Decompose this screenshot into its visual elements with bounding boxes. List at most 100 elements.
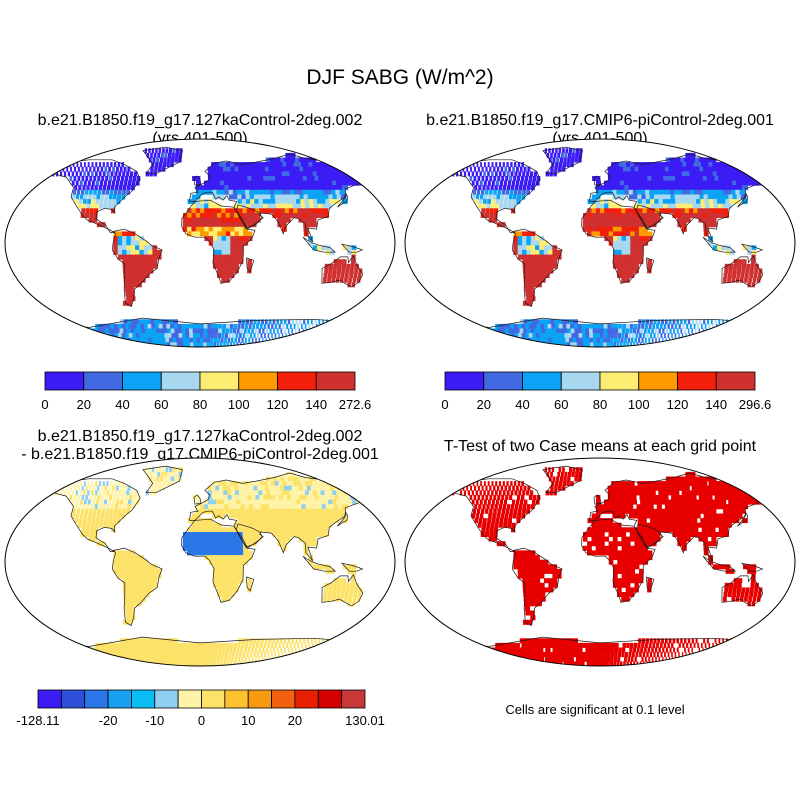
grid-cell <box>301 162 308 168</box>
grid-cell <box>674 323 678 329</box>
grid-cell <box>187 226 192 232</box>
grid-cell <box>504 485 508 491</box>
grid-cell <box>732 513 739 519</box>
grid-cell <box>346 481 354 487</box>
grid-cell <box>241 642 245 648</box>
grid-cell <box>226 323 230 329</box>
grid-cell <box>305 504 312 510</box>
grid-cell <box>219 176 225 181</box>
grid-cell <box>716 490 723 496</box>
grid-cell <box>258 490 264 496</box>
grid-cell <box>106 656 115 662</box>
grid-cell <box>280 180 286 186</box>
grid-cell <box>490 185 494 191</box>
grid-cell <box>85 508 89 514</box>
grid-cell <box>89 485 92 491</box>
grid-cell <box>310 485 318 491</box>
grid-cell <box>175 333 180 339</box>
grid-cell <box>760 485 768 491</box>
grid-cell <box>191 522 197 528</box>
grid-cell <box>461 162 463 168</box>
grid-cell <box>676 485 683 491</box>
grid-cell <box>733 504 740 510</box>
grid-cell <box>682 508 688 514</box>
grid-cell <box>279 661 280 666</box>
grid-cell <box>144 467 147 473</box>
grid-cell <box>694 176 701 181</box>
grid-cell <box>229 194 234 200</box>
grid-cell <box>327 508 333 514</box>
grid-cell <box>127 661 134 666</box>
grid-cell <box>734 495 741 500</box>
grid-cell <box>239 333 242 339</box>
grid-cell <box>502 504 506 510</box>
grid-cell <box>317 564 322 570</box>
grid-cell <box>308 490 315 496</box>
grid-cell <box>687 194 693 200</box>
grid-cell <box>558 166 562 172</box>
grid-cell <box>98 203 103 209</box>
grid-cell <box>745 485 752 491</box>
grid-cell <box>300 180 306 186</box>
grid-cell <box>619 176 625 181</box>
grid-cell <box>649 508 655 514</box>
grid-cell <box>216 522 222 528</box>
coastline-north-america <box>37 159 141 233</box>
grid-cell <box>217 652 222 658</box>
grid-cell <box>693 171 700 177</box>
grid-cell <box>457 328 466 334</box>
grid-cell <box>471 513 476 519</box>
grid-cell <box>287 328 290 334</box>
grid-cell <box>338 162 346 168</box>
grid-cell <box>352 499 359 505</box>
grid-cell <box>676 208 682 214</box>
grid-cell <box>352 277 357 283</box>
grid-cell <box>450 481 452 487</box>
grid-cell <box>298 532 304 537</box>
grid-cell <box>152 328 158 334</box>
grid-cell <box>701 162 708 168</box>
grid-cell <box>238 550 244 556</box>
grid-cell <box>234 545 240 551</box>
grid-cell <box>267 527 273 533</box>
grid-cell <box>217 268 222 274</box>
grid-cell <box>69 656 78 662</box>
grid-cell <box>751 333 754 339</box>
grid-cell <box>627 176 633 181</box>
grid-cell <box>296 499 302 505</box>
grid-cell <box>297 185 303 191</box>
grid-cell <box>650 208 656 214</box>
grid-cell <box>701 342 704 347</box>
grid-cell <box>650 199 656 205</box>
grid-cell <box>127 596 133 602</box>
grid-cell <box>221 647 226 653</box>
grid-cell <box>742 337 746 343</box>
grid-cell <box>675 522 681 528</box>
grid-cell <box>195 518 201 524</box>
grid-cell <box>211 166 216 172</box>
grid-cell <box>510 337 518 343</box>
grid-cell <box>241 199 247 205</box>
grid-cell <box>302 536 308 542</box>
grid-cell <box>712 323 714 329</box>
grid-cell <box>217 273 222 278</box>
grid-cell <box>484 194 488 200</box>
grid-cell <box>283 495 289 500</box>
grid-cell <box>156 249 162 255</box>
grid-cell <box>693 504 699 510</box>
grid-cell <box>215 481 220 487</box>
grid-cell <box>79 337 88 343</box>
grid-cell <box>455 337 465 343</box>
grid-cell <box>234 541 240 547</box>
grid-cell <box>90 203 95 209</box>
grid-cell <box>207 642 212 648</box>
grid-cell <box>158 481 163 487</box>
grid-cell <box>697 481 704 487</box>
grid-cell <box>493 166 496 172</box>
grid-cell <box>691 328 693 334</box>
grid-cell <box>102 162 105 168</box>
grid-cell <box>226 661 229 666</box>
grid-cell <box>539 249 545 255</box>
grid-cell <box>282 323 285 329</box>
grid-cell <box>233 323 237 329</box>
